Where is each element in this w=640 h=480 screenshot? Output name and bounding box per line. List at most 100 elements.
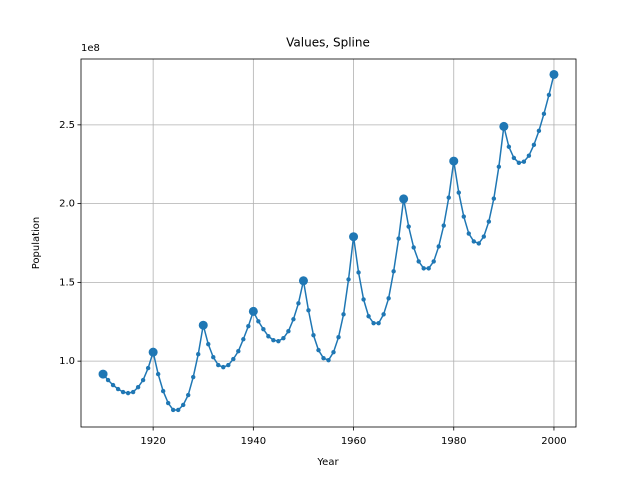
plot-frame [80,58,577,428]
point [361,297,366,302]
point [221,364,226,370]
point [271,337,276,343]
point [516,160,522,166]
point [411,245,416,250]
point [536,128,542,134]
point [130,389,136,395]
y-tick-label: 2.5 [59,120,75,131]
point [170,407,176,413]
point [421,266,426,271]
point [276,338,281,344]
point [140,377,146,383]
key-point [449,156,459,166]
point [461,214,466,219]
point [291,317,296,322]
point [511,155,517,161]
point [216,362,221,368]
point [191,374,196,380]
key-point [399,194,409,204]
point [196,352,201,357]
point [491,196,497,201]
y-tick-label: 1.0 [59,356,75,367]
point [326,358,331,363]
point [261,326,266,332]
point [256,319,261,324]
point [165,400,171,406]
point [226,362,231,368]
key-point [98,369,108,379]
y-tick-label: 2.0 [59,199,75,210]
point [426,266,431,271]
point [186,392,191,398]
point [105,377,111,383]
point [466,231,471,236]
point [476,241,482,246]
point [391,269,396,274]
point [366,314,371,319]
point [496,164,502,169]
x-tick-label: 2000 [541,436,566,447]
y-axis-label: Population [31,217,42,270]
point [431,259,436,264]
point [406,224,411,229]
point [286,329,291,334]
point [316,347,321,353]
y-offset-label: 1e8 [81,43,100,54]
point [396,236,401,241]
point [436,244,441,249]
point [246,323,251,329]
point [486,219,492,224]
point [175,407,181,413]
key-point [549,69,559,79]
point [120,389,126,395]
point [531,142,537,148]
point [446,195,451,200]
point [135,384,141,390]
point [481,234,487,239]
point [236,349,241,354]
key-point [248,306,258,316]
point [456,190,461,195]
point [115,386,121,392]
point [376,320,381,326]
point [155,371,161,377]
point [266,334,271,339]
point [231,356,236,362]
point [346,277,351,282]
point [281,335,286,341]
x-tick-label: 1960 [341,436,366,447]
point [521,159,527,164]
point [386,296,391,301]
point [381,312,386,317]
point [441,223,446,228]
point [546,92,552,98]
point [371,320,376,326]
point [110,382,116,388]
point [336,335,341,340]
point [296,301,301,306]
y-tick-label: 1.5 [59,277,75,288]
key-point [499,121,509,131]
key-point [198,320,208,330]
x-tick-label: 1940 [241,436,266,447]
point [311,332,316,338]
point [526,153,532,158]
point [145,365,151,371]
key-point [349,232,359,242]
point [211,355,216,360]
point [181,402,186,408]
point [416,259,421,264]
chart-title: Values, Spline [286,36,370,50]
key-point [148,347,158,357]
point [506,144,512,149]
point [206,341,211,347]
point [160,388,166,394]
x-axis-label: Year [316,457,339,468]
point [321,355,326,361]
point [306,308,311,313]
key-point [298,276,308,286]
point [241,337,246,342]
point [125,390,131,396]
point [471,239,476,244]
point [331,349,336,355]
